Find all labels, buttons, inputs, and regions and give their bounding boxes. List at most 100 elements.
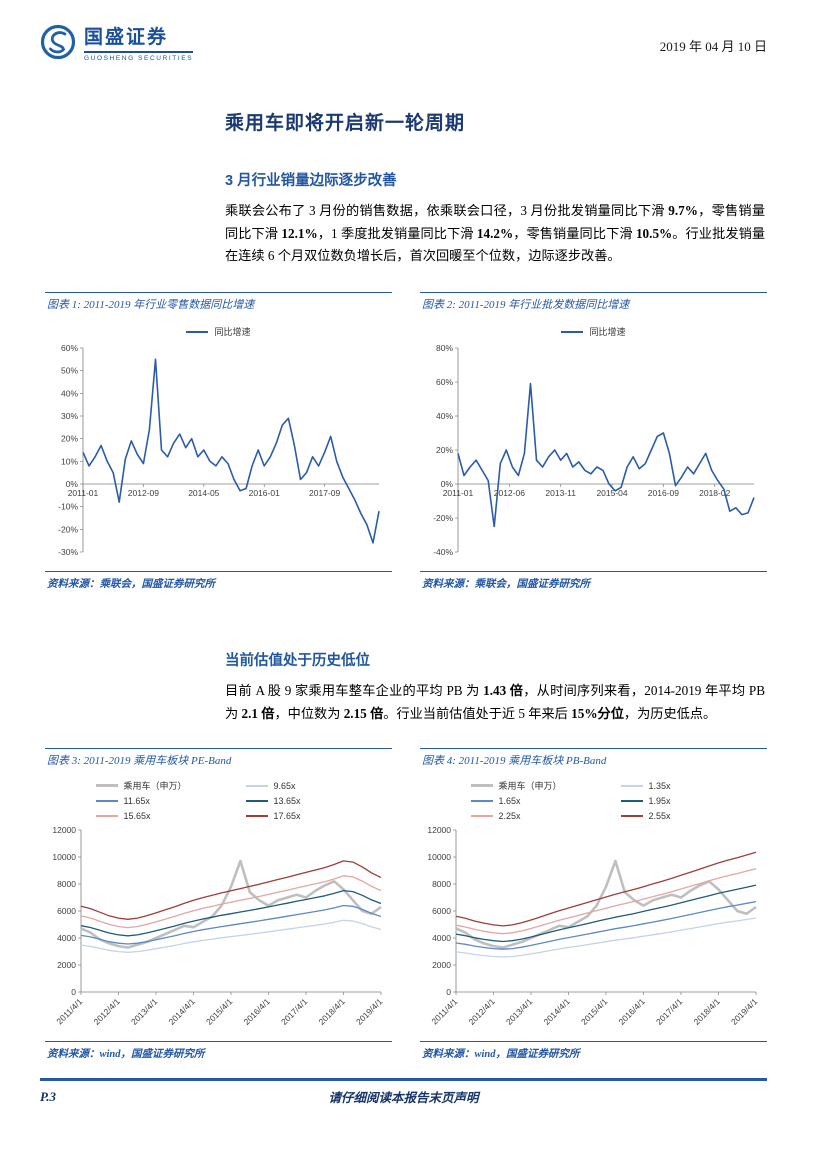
figure-retail-yoy: 图表 1: 2011-2019 年行业零售数据同比增速 同比增速 -30% -20…: [45, 292, 392, 591]
figure-3-source: 资料来源：wind，国盛证券研究所: [45, 1040, 392, 1061]
figure-2-legend: 同比增速: [420, 326, 767, 338]
svg-text:2013-11: 2013-11: [545, 488, 576, 498]
legend-label: 9.65x: [273, 780, 296, 791]
report-date: 2019 年 04 月 10 日: [659, 39, 767, 54]
svg-text:2000: 2000: [432, 960, 451, 970]
svg-text:2019/4/1: 2019/4/1: [729, 996, 760, 1027]
svg-text:2018-02: 2018-02: [699, 488, 730, 498]
legend-item: 同比增速: [561, 326, 626, 338]
svg-text:40%: 40%: [61, 388, 78, 398]
svg-text:40%: 40%: [436, 411, 453, 421]
svg-text:0: 0: [446, 987, 451, 997]
svg-text:10%: 10%: [61, 456, 78, 466]
legend-item: 乘用车（申万）: [470, 780, 621, 792]
svg-text:30%: 30%: [61, 411, 78, 421]
legend-item: 11.65x: [95, 795, 246, 807]
svg-text:2017-09: 2017-09: [309, 488, 340, 498]
figure-pe-band: 图表 3: 2011-2019 乘用车板块 PE-Band 乘用车（申万） 9.6…: [45, 747, 392, 1061]
legend-label: 2.55x: [648, 810, 671, 821]
brand-name-english: GUOSHENG SECURITIES: [84, 55, 194, 62]
pe-band-chart: 0 2000 4000 6000 8000 10000 12000 2011/4/1 2012/…: [52, 825, 385, 1027]
svg-text:2012/4/1: 2012/4/1: [466, 996, 497, 1027]
svg-text:2015-04: 2015-04: [596, 488, 627, 498]
legend-line-swatch: [620, 784, 643, 787]
figure-4-caption: 图表 4: 2011-2019 乘用车板块 PB-Band: [422, 754, 607, 767]
pb-band-chart: 0 2000 4000 6000 8000 10000 12000 2011/4/1 2012/…: [427, 825, 760, 1027]
svg-text:0%: 0%: [441, 479, 454, 489]
svg-text:80%: 80%: [436, 343, 453, 353]
figure-4-legend: 乘用车（申万） 1.35x 1.65x 1.95x 2.25x 2.55x: [420, 780, 767, 822]
svg-text:2012-06: 2012-06: [494, 488, 525, 498]
legend-item: 1.35x: [620, 780, 717, 792]
brand-logo: 国盛证券 GUOSHENG SECURITIES: [40, 22, 194, 62]
svg-text:-40%: -40%: [433, 547, 453, 557]
svg-text:2014-05: 2014-05: [188, 488, 219, 498]
svg-text:2019/4/1: 2019/4/1: [354, 996, 385, 1027]
legend-label: 乘用车（申万）: [498, 780, 562, 791]
svg-text:8000: 8000: [432, 879, 451, 889]
svg-text:4000: 4000: [432, 933, 451, 943]
svg-text:0: 0: [71, 987, 76, 997]
legend-line-swatch: [186, 331, 209, 334]
report-header: 国盛证券 GUOSHENG SECURITIES 2019 年 04 月 10 …: [0, 0, 827, 62]
figure-3-caption: 图表 3: 2011-2019 乘用车板块 PE-Band: [47, 754, 232, 767]
brand-text-block: 国盛证券 GUOSHENG SECURITIES: [84, 22, 194, 62]
svg-text:2011-01: 2011-01: [68, 488, 99, 498]
figure-pb-band: 图表 4: 2011-2019 乘用车板块 PB-Band 乘用车（申万） 1.3…: [420, 747, 767, 1061]
svg-text:2018/4/1: 2018/4/1: [316, 996, 347, 1027]
legend-line-swatch: [95, 814, 118, 817]
svg-text:2011/4/1: 2011/4/1: [429, 996, 459, 1026]
legend-line-swatch: [95, 799, 118, 802]
svg-text:10000: 10000: [427, 852, 451, 862]
legend-line-swatch: [245, 784, 268, 787]
legend-item: 乘用车（申万）: [95, 780, 246, 792]
legend-item: 2.25x: [470, 810, 621, 822]
legend-item: 17.65x: [245, 810, 342, 822]
svg-text:8000: 8000: [57, 879, 76, 889]
figure-1-legend: 同比增速: [45, 326, 392, 338]
svg-text:20%: 20%: [61, 434, 78, 444]
section-1-heading: 3 月行业销量边际逐步改善: [225, 173, 397, 189]
legend-line-swatch: [470, 799, 493, 802]
retail-yoy-chart: -30% -20% -10% 0% 10% 20% 30% 40% 50% 60% 2011-01 2…: [58, 343, 380, 557]
legend-label: 1.65x: [498, 795, 521, 806]
legend-line-swatch: [620, 814, 643, 817]
section-1-body: 乘联会公布了 3 月份的销售数据，依乘联会口径，3 月份批发销量同比下滑 9.7…: [225, 203, 766, 264]
wholesale-yoy-chart: -40% -20% 0% 20% 40% 60% 80% 2011-01 2012-06 2013…: [433, 343, 755, 557]
legend-line-swatch: [245, 799, 268, 802]
legend-item: 13.65x: [245, 795, 342, 807]
legend-line-swatch: [245, 814, 268, 817]
svg-text:2016/4/1: 2016/4/1: [241, 996, 272, 1027]
legend-line-swatch: [95, 784, 118, 788]
legend-item: 同比增速: [186, 326, 251, 338]
legend-label: 1.35x: [648, 780, 671, 791]
figure-2-caption: 图表 2: 2011-2019 年行业批发数据同比增速: [422, 299, 630, 312]
svg-text:6000: 6000: [57, 906, 76, 916]
legend-line-swatch: [561, 331, 584, 334]
svg-text:2011/4/1: 2011/4/1: [54, 996, 84, 1026]
svg-text:2012-09: 2012-09: [128, 488, 159, 498]
figure-4-source: 资料来源：wind，国盛证券研究所: [420, 1040, 767, 1061]
svg-text:2013/4/1: 2013/4/1: [504, 996, 535, 1027]
footer-row: P.3 请仔细阅读本报告末页声明: [40, 1087, 767, 1106]
svg-text:2013/4/1: 2013/4/1: [129, 996, 160, 1027]
figure-row-valuation: 图表 3: 2011-2019 乘用车板块 PE-Band 乘用车（申万） 9.6…: [45, 747, 767, 1061]
svg-text:-20%: -20%: [58, 524, 78, 534]
legend-label: 同比增速: [214, 327, 251, 338]
legend-line-swatch: [620, 799, 643, 802]
svg-text:2016-09: 2016-09: [648, 488, 679, 498]
svg-text:2000: 2000: [57, 960, 76, 970]
footer-disclaimer: 请仔细阅读本报告末页声明: [328, 1091, 479, 1105]
brand-name: 国盛证券: [84, 22, 194, 53]
svg-text:60%: 60%: [436, 377, 453, 387]
svg-text:2012/4/1: 2012/4/1: [91, 996, 122, 1027]
svg-text:-20%: -20%: [433, 513, 453, 523]
section-2-heading: 当前估值处于历史低位: [225, 653, 370, 670]
legend-item: 15.65x: [95, 810, 246, 822]
svg-text:4000: 4000: [57, 933, 76, 943]
svg-text:-10%: -10%: [58, 502, 78, 512]
section-2-body: 目前 A 股 9 家乘用车整车企业的平均 PB 为 1.43 倍，从时间序列来看…: [225, 683, 765, 721]
svg-text:2014/4/1: 2014/4/1: [541, 996, 572, 1027]
legend-label: 1.95x: [648, 795, 671, 806]
report-title: 乘用车即将开启新一轮周期: [225, 113, 466, 134]
